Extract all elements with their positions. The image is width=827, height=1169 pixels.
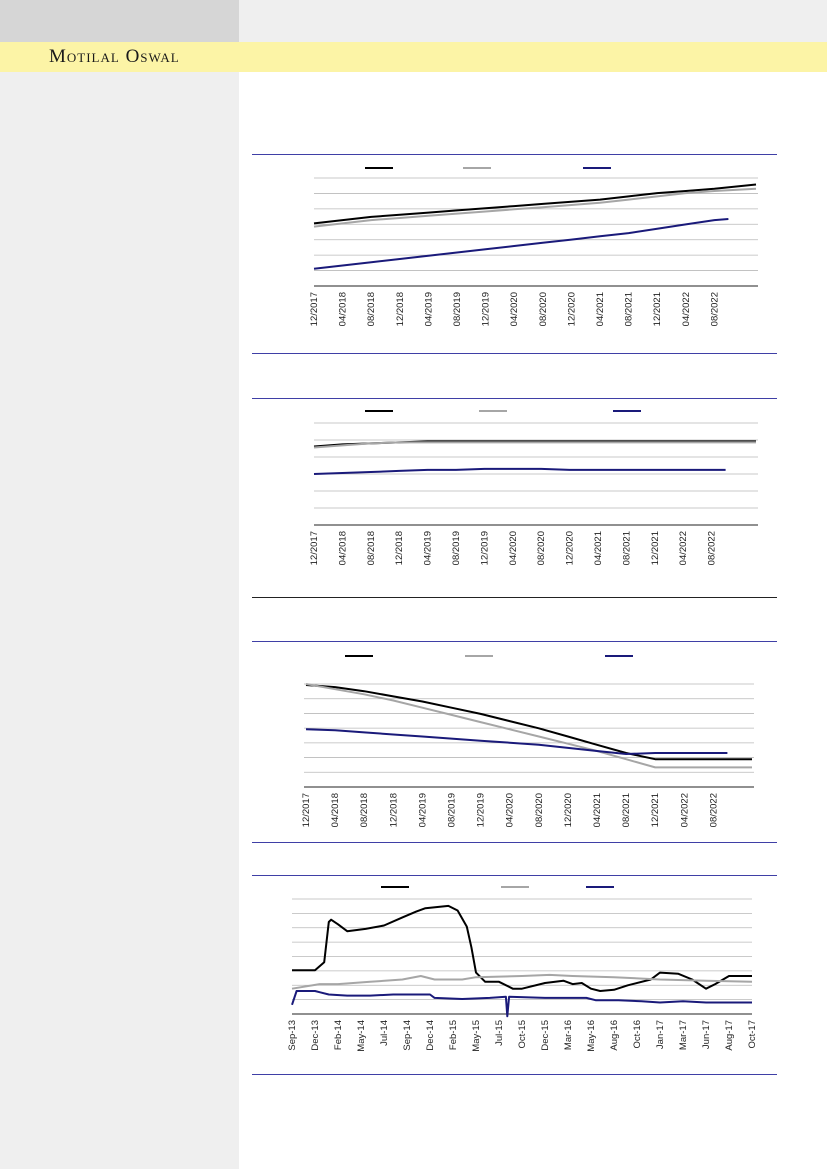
x-tick-label: 08/2020 — [534, 793, 545, 827]
x-tick-label: 08/2022 — [708, 793, 719, 827]
x-tick-label: 04/2022 — [681, 292, 692, 326]
x-tick-label: 08/2018 — [366, 531, 377, 565]
series-line-3 — [313, 218, 729, 270]
x-tick-label: Oct-15 — [517, 1020, 528, 1049]
x-tick-label: May-16 — [586, 1020, 597, 1052]
x-tick-label: Aug-16 — [609, 1020, 620, 1051]
x-tick-label: 04/2021 — [592, 793, 603, 827]
brand-band — [0, 42, 827, 72]
series-line-1 — [313, 183, 757, 225]
series-line-3 — [305, 728, 728, 755]
x-tick-label: 04/2020 — [505, 793, 516, 827]
x-tick-label: 04/2019 — [423, 531, 434, 565]
x-tick-label: 08/2021 — [624, 292, 635, 326]
x-tick-label: 12/2021 — [650, 793, 661, 827]
x-tick-label: 12/2017 — [309, 292, 320, 326]
x-tick-label: 12/2018 — [394, 531, 405, 565]
chart-4-bottom-rule — [252, 1074, 777, 1075]
x-tick-label: Dec-14 — [425, 1020, 436, 1051]
x-tick-label: 12/2019 — [479, 531, 490, 565]
chart-2-top-rule — [252, 398, 777, 399]
x-tick-label: 12/2019 — [476, 793, 487, 827]
chart-3-bottom-rule — [252, 842, 777, 843]
x-tick-label: Jan-17 — [655, 1020, 666, 1049]
series-line-2 — [305, 683, 752, 769]
chart-2: 12/2017 04/2018 08/2018 12/2018 04/2019 08/20… — [309, 410, 758, 565]
x-tick-label: 04/2019 — [423, 292, 434, 326]
x-tick-label: Jul-15 — [494, 1020, 505, 1046]
x-tick-label: 12/2020 — [563, 793, 574, 827]
x-tick-label: 04/2020 — [509, 292, 520, 326]
series-line-2 — [291, 973, 753, 990]
series-line-1 — [305, 684, 752, 761]
x-tick-label: 08/2020 — [538, 292, 549, 326]
x-tick-label: 04/2021 — [593, 531, 604, 565]
x-tick-label: 04/2021 — [595, 292, 606, 326]
x-tick-label: 04/2018 — [330, 793, 341, 827]
header-right-block — [239, 0, 827, 42]
x-tick-label: 08/2020 — [536, 531, 547, 565]
x-tick-label: 12/2018 — [388, 793, 399, 827]
x-tick-label: 12/2017 — [301, 793, 312, 827]
x-tick-label: Dec-15 — [540, 1020, 551, 1051]
x-tick-label: Mar-16 — [563, 1020, 574, 1050]
x-tick-label: Feb-14 — [333, 1020, 344, 1050]
brand-logo: Motilal Oswal — [49, 46, 180, 67]
x-tick-label: Oct-17 — [747, 1020, 758, 1049]
x-tick-label: 04/2022 — [679, 793, 690, 827]
x-tick-label: 12/2021 — [652, 292, 663, 326]
x-tick-label: 12/2020 — [565, 531, 576, 565]
x-tick-label: 08/2019 — [447, 793, 458, 827]
x-tick-label: Sep-14 — [402, 1020, 413, 1051]
series-line-2 — [313, 187, 757, 228]
x-tick-label: May-14 — [356, 1020, 367, 1052]
left-sidebar-panel — [0, 0, 239, 1169]
x-tick-label: 12/2021 — [650, 531, 661, 565]
x-tick-label: 12/2020 — [566, 292, 577, 326]
chart-3-top-rule — [252, 641, 777, 642]
x-tick-label: 08/2019 — [452, 292, 463, 326]
x-tick-label: 04/2018 — [337, 531, 348, 565]
x-tick-label: 04/2020 — [508, 531, 519, 565]
chart-1-top-rule — [252, 154, 777, 155]
chart-1-bottom-rule — [252, 353, 777, 354]
x-tick-label: 08/2022 — [709, 292, 720, 326]
x-tick-label: 08/2019 — [451, 531, 462, 565]
x-tick-label: May-15 — [471, 1020, 482, 1052]
x-tick-label: 12/2019 — [481, 292, 492, 326]
header-left-block — [0, 0, 239, 42]
x-tick-label: Sep-13 — [287, 1020, 298, 1051]
chart-3: 12/2017 04/2018 08/2018 12/2018 04/2019 08/20… — [301, 655, 754, 827]
x-tick-label: 08/2022 — [707, 531, 718, 565]
x-tick-label: 04/2019 — [417, 793, 428, 827]
series-line-3 — [291, 990, 752, 1018]
x-tick-label: Jun-17 — [701, 1020, 712, 1049]
x-tick-label: 08/2018 — [366, 292, 377, 326]
x-tick-label: Dec-13 — [310, 1020, 321, 1051]
chart-2-bottom-rule — [252, 597, 777, 598]
x-tick-label: 08/2018 — [359, 793, 370, 827]
x-tick-label: 04/2022 — [678, 531, 689, 565]
x-tick-label: 08/2021 — [621, 793, 632, 827]
chart-4: Sep-13 Dec-13 Feb-14 May-14 Jul-14 Sep-14 Dec-… — [287, 886, 758, 1052]
chart-1: 12/2017 04/2018 08/2018 12/2018 04/2019 08/20… — [309, 167, 758, 326]
chart-4-top-rule — [252, 875, 777, 876]
x-tick-label: 12/2017 — [309, 531, 320, 565]
x-tick-label: Jul-14 — [379, 1020, 390, 1046]
x-tick-label: 12/2018 — [395, 292, 406, 326]
x-tick-label: 04/2018 — [338, 292, 349, 326]
x-tick-label: 08/2021 — [621, 531, 632, 565]
x-tick-label: Feb-15 — [448, 1020, 459, 1050]
x-tick-label: Mar-17 — [678, 1020, 689, 1050]
series-line-3 — [313, 467, 726, 475]
x-tick-label: Oct-16 — [632, 1020, 643, 1049]
series-line-2 — [313, 441, 756, 449]
series-line-1 — [292, 904, 752, 992]
x-tick-label: Aug-17 — [724, 1020, 735, 1051]
